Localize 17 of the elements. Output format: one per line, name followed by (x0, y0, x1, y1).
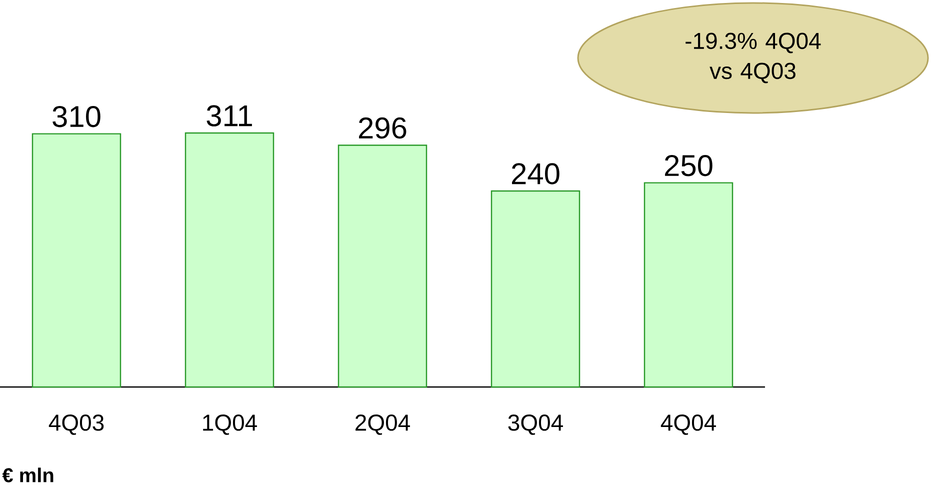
x-tick-label: 4Q03 (48, 414, 104, 435)
data-label: 311 (206, 105, 252, 126)
x-tick-label: 2Q04 (356, 414, 410, 435)
bar (184, 132, 274, 388)
data-label: 310 (52, 106, 100, 128)
x-tick-label: 1Q04 (203, 414, 257, 435)
bar (338, 144, 428, 388)
data-label: 240 (512, 163, 560, 184)
x-tick-label: 4Q04 (660, 414, 716, 435)
bar (644, 182, 734, 388)
text: -19.3% 4Q04 vs 4Q03 (686, 32, 821, 84)
data-label: 250 (664, 154, 712, 176)
bar (490, 190, 580, 388)
bar (32, 133, 122, 388)
data-label: 296 (358, 117, 406, 139)
x-tick-label: 3Q04 (508, 414, 563, 435)
text: € mln (2, 468, 54, 482)
